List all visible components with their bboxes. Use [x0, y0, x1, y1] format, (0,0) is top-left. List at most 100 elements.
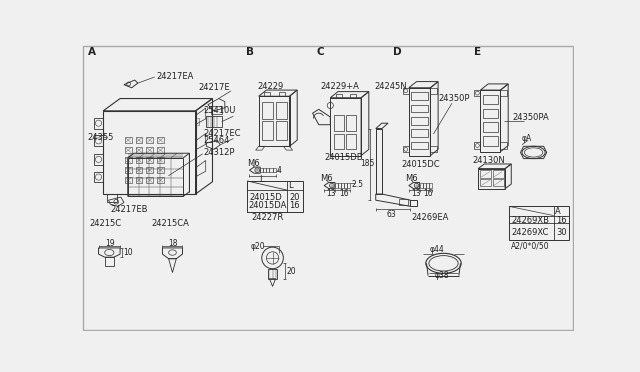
Text: 30: 30: [556, 228, 566, 237]
Bar: [157, 177, 164, 183]
Bar: [273, 168, 276, 173]
Bar: [420, 183, 422, 188]
Bar: [125, 137, 132, 143]
Text: 24229+A: 24229+A: [320, 82, 359, 91]
Bar: [157, 137, 164, 143]
Text: 16: 16: [340, 189, 349, 198]
Text: 10: 10: [123, 248, 133, 257]
Text: 24217E: 24217E: [198, 83, 230, 92]
Bar: [411, 105, 428, 112]
Bar: [341, 183, 344, 188]
Text: A2/0*0/50: A2/0*0/50: [511, 242, 550, 251]
Bar: [399, 199, 408, 205]
Text: 24217EA: 24217EA: [156, 73, 194, 81]
Bar: [348, 183, 350, 188]
Bar: [344, 183, 348, 188]
Text: φ44: φ44: [429, 245, 444, 254]
Bar: [247, 181, 303, 212]
Text: 24350PA: 24350PA: [512, 112, 548, 122]
Bar: [125, 157, 132, 163]
Bar: [483, 122, 498, 132]
Text: 24245N: 24245N: [374, 82, 407, 91]
Text: 24269EA: 24269EA: [411, 213, 449, 222]
Bar: [481, 179, 492, 186]
Text: φ38: φ38: [435, 271, 449, 280]
Bar: [105, 257, 114, 266]
Text: 24355: 24355: [88, 132, 114, 141]
Bar: [336, 94, 342, 98]
Text: L: L: [259, 175, 263, 184]
Text: 16: 16: [289, 201, 300, 210]
Text: 24217EC: 24217EC: [204, 129, 241, 138]
Bar: [260, 168, 263, 173]
Text: M6: M6: [320, 174, 333, 183]
Bar: [262, 121, 273, 140]
Bar: [125, 147, 132, 153]
Text: 24227R: 24227R: [251, 213, 284, 222]
Text: 13: 13: [411, 189, 420, 198]
Text: D: D: [394, 46, 402, 57]
Bar: [268, 269, 277, 279]
Bar: [136, 147, 143, 153]
Bar: [411, 117, 428, 125]
Text: 20: 20: [289, 193, 300, 202]
Text: 13: 13: [326, 189, 336, 198]
Text: C: C: [316, 46, 324, 57]
Bar: [136, 167, 143, 173]
Bar: [429, 183, 432, 188]
Text: 24217EB: 24217EB: [110, 205, 148, 214]
Text: 16: 16: [422, 189, 433, 198]
Bar: [338, 183, 341, 188]
Bar: [422, 183, 426, 188]
Bar: [211, 106, 221, 114]
Bar: [346, 134, 356, 150]
Bar: [411, 129, 428, 137]
Bar: [269, 168, 273, 173]
Bar: [125, 167, 132, 173]
Text: 25410U: 25410U: [204, 106, 236, 115]
Text: 24215C: 24215C: [90, 219, 122, 228]
Text: 2.5: 2.5: [351, 180, 363, 189]
Bar: [136, 137, 143, 143]
Bar: [335, 183, 338, 188]
Text: 185: 185: [360, 159, 374, 168]
Bar: [493, 170, 504, 178]
Bar: [157, 147, 164, 153]
Bar: [147, 167, 153, 173]
Bar: [136, 157, 143, 163]
Text: 19: 19: [106, 239, 115, 248]
Text: 24015DC: 24015DC: [401, 160, 440, 169]
Text: 24215CA: 24215CA: [151, 219, 189, 228]
Bar: [481, 170, 492, 178]
Bar: [411, 92, 428, 100]
Bar: [147, 157, 153, 163]
Text: 24269XC: 24269XC: [511, 228, 548, 237]
Bar: [262, 102, 273, 119]
Bar: [276, 102, 287, 119]
Bar: [147, 177, 153, 183]
Text: B: B: [246, 46, 253, 57]
Text: 16: 16: [556, 216, 566, 225]
Text: A: A: [555, 207, 561, 216]
Bar: [483, 109, 498, 118]
Bar: [334, 134, 344, 150]
Bar: [346, 115, 356, 131]
Bar: [276, 121, 287, 140]
Bar: [157, 167, 164, 173]
Bar: [157, 157, 164, 163]
Text: 24269XB: 24269XB: [511, 216, 549, 225]
Bar: [125, 177, 132, 183]
Bar: [147, 137, 153, 143]
Bar: [147, 147, 153, 153]
Text: 24312P: 24312P: [204, 148, 235, 157]
Bar: [206, 116, 221, 127]
Bar: [136, 177, 143, 183]
Bar: [483, 136, 498, 145]
Bar: [411, 142, 428, 150]
Bar: [334, 115, 344, 131]
Text: φA: φA: [522, 134, 532, 143]
Bar: [349, 94, 356, 98]
Text: 63: 63: [387, 209, 396, 218]
Bar: [263, 168, 266, 173]
Bar: [426, 183, 429, 188]
